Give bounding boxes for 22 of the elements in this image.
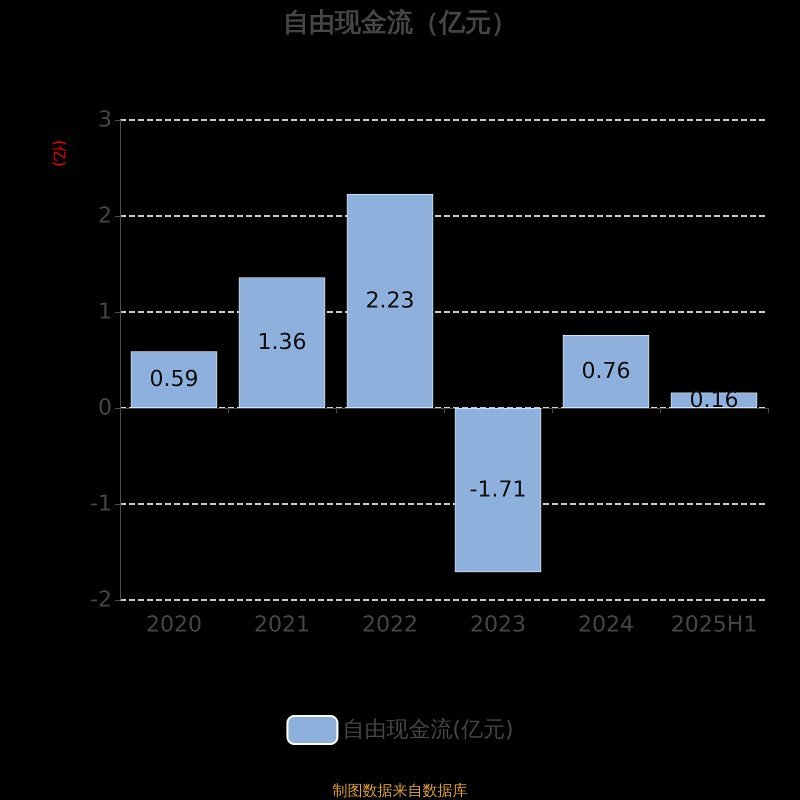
chart-title: 自由现金流（亿元） [283, 8, 517, 38]
data-label: -1.71 [470, 478, 526, 503]
y-tick-label: -1 [90, 492, 112, 516]
x-tick-label: 2023 [470, 612, 526, 638]
y-tick-label: 1 [98, 300, 112, 324]
y-axis-title: (亿) [50, 140, 68, 167]
data-label: 1.36 [258, 330, 306, 356]
x-tick-label: 2022 [362, 612, 418, 638]
y-tick-label: 3 [98, 108, 112, 132]
y-tick-label: 2 [98, 204, 112, 228]
x-tick-label: 2024 [578, 612, 634, 638]
x-tick-label: 2025H1 [670, 612, 758, 638]
legend-label: 自由现金流(亿元) [342, 718, 514, 742]
text: 制图数据来自数据库 [332, 782, 468, 800]
data-label: 0.59 [150, 367, 198, 392]
data-label: 2.23 [366, 288, 414, 314]
x-tick-label: 2021 [254, 612, 310, 638]
y-tick-label: 0 [98, 396, 112, 420]
data-label: 0.76 [582, 359, 630, 384]
y-tick-label: -2 [90, 588, 112, 612]
data-label: 0.16 [690, 388, 738, 413]
x-tick-label: 2020 [146, 612, 202, 638]
